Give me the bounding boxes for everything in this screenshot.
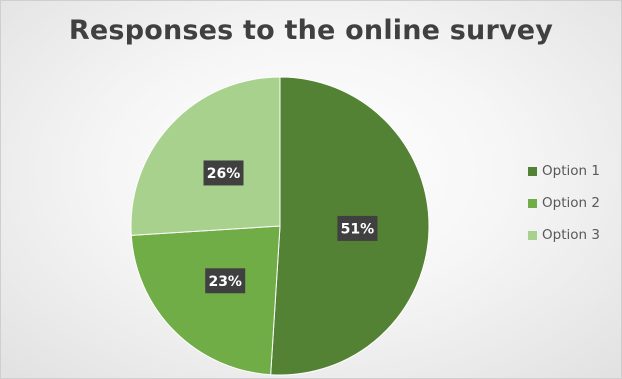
pie-slice-option-3 (130, 76, 281, 236)
legend-label: Option 2 (542, 195, 600, 211)
legend-item-option-3: Option 3 (528, 219, 600, 251)
data-label-option-3: 26% (203, 160, 244, 186)
data-label-text: 26% (207, 166, 241, 182)
pie-slice-option-2 (130, 225, 281, 376)
legend-label: Option 1 (542, 163, 600, 179)
legend-label: Option 3 (542, 227, 600, 243)
data-label-option-1: 51% (337, 215, 378, 241)
legend-swatch (528, 166, 537, 176)
chart-legend: Option 1 Option 2 Option 3 (528, 155, 600, 251)
data-label-box (203, 160, 244, 186)
legend-item-option-2: Option 2 (528, 187, 600, 219)
data-label-text: 23% (208, 274, 242, 290)
legend-item-option-1: Option 1 (528, 155, 600, 187)
data-label-box (205, 268, 246, 294)
data-label-box (337, 215, 378, 241)
legend-swatch (528, 198, 537, 208)
data-label-text: 51% (341, 221, 375, 237)
data-label-option-2: 23% (205, 268, 246, 294)
legend-swatch (528, 230, 537, 240)
chart-title: Responses to the online survey (68, 15, 554, 46)
